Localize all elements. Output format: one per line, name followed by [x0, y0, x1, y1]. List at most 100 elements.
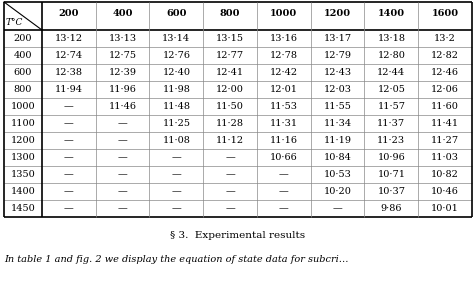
Text: —: — [118, 170, 128, 179]
Text: 12·78: 12·78 [270, 51, 298, 60]
Text: 11·98: 11·98 [163, 85, 191, 94]
Text: 13·13: 13·13 [109, 34, 137, 43]
Text: —: — [333, 204, 343, 213]
Text: 12·03: 12·03 [324, 85, 352, 94]
Text: —: — [172, 170, 181, 179]
Text: 12·06: 12·06 [431, 85, 459, 94]
Text: 1400: 1400 [10, 187, 36, 196]
Text: 12·44: 12·44 [377, 68, 405, 77]
Text: 11·96: 11·96 [109, 85, 137, 94]
Text: 13·17: 13·17 [324, 34, 352, 43]
Text: 12·82: 12·82 [431, 51, 459, 60]
Text: 11·50: 11·50 [216, 102, 244, 111]
Text: 11·27: 11·27 [431, 136, 459, 145]
Text: 12·80: 12·80 [377, 51, 405, 60]
Text: 10·20: 10·20 [324, 187, 352, 196]
Text: 1450: 1450 [10, 204, 36, 213]
Text: 1400: 1400 [378, 10, 405, 19]
Text: —: — [172, 204, 181, 213]
Text: 12·39: 12·39 [109, 68, 137, 77]
Text: 1600: 1600 [431, 10, 459, 19]
Text: —: — [64, 187, 74, 196]
Text: 10·46: 10·46 [431, 187, 459, 196]
Text: —: — [279, 170, 289, 179]
Text: 11·46: 11·46 [109, 102, 137, 111]
Text: 13·2: 13·2 [434, 34, 456, 43]
Text: —: — [64, 170, 74, 179]
Text: —: — [118, 136, 128, 145]
Text: —: — [225, 170, 235, 179]
Text: 10·66: 10·66 [270, 153, 298, 162]
Text: —: — [118, 153, 128, 162]
Text: 1000: 1000 [270, 10, 298, 19]
Text: 400: 400 [14, 51, 32, 60]
Text: —: — [64, 153, 74, 162]
Text: 11·55: 11·55 [324, 102, 352, 111]
Text: 11·94: 11·94 [55, 85, 83, 94]
Text: 11·60: 11·60 [431, 102, 459, 111]
Text: 10·71: 10·71 [377, 170, 405, 179]
Text: 11·57: 11·57 [377, 102, 405, 111]
Text: 11·08: 11·08 [163, 136, 191, 145]
Text: —: — [225, 204, 235, 213]
Text: 11·19: 11·19 [324, 136, 352, 145]
Text: —: — [225, 153, 235, 162]
Text: —: — [118, 119, 128, 128]
Text: 12·74: 12·74 [55, 51, 83, 60]
Text: 13·15: 13·15 [216, 34, 244, 43]
Text: 10·84: 10·84 [324, 153, 352, 162]
Text: 12·46: 12·46 [431, 68, 459, 77]
Text: 12·79: 12·79 [324, 51, 352, 60]
Text: —: — [118, 204, 128, 213]
Text: 800: 800 [220, 10, 240, 19]
Text: —: — [279, 187, 289, 196]
Text: 10·01: 10·01 [431, 204, 459, 213]
Text: 12·76: 12·76 [163, 51, 191, 60]
Text: 1350: 1350 [10, 170, 36, 179]
Text: 600: 600 [166, 10, 187, 19]
Text: 10·37: 10·37 [377, 187, 405, 196]
Text: 11·48: 11·48 [163, 102, 191, 111]
Text: 12·75: 12·75 [109, 51, 137, 60]
Text: 800: 800 [14, 85, 32, 94]
Text: —: — [64, 204, 74, 213]
Text: 11·37: 11·37 [377, 119, 405, 128]
Text: —: — [118, 187, 128, 196]
Text: 11·03: 11·03 [431, 153, 459, 162]
Text: 11·31: 11·31 [270, 119, 298, 128]
Text: 12·05: 12·05 [377, 85, 405, 94]
Text: 1000: 1000 [11, 102, 35, 111]
Text: 13·12: 13·12 [55, 34, 83, 43]
Text: 13·14: 13·14 [162, 34, 191, 43]
Text: —: — [225, 187, 235, 196]
Text: 12·01: 12·01 [270, 85, 298, 94]
Text: § 3.  Experimental results: § 3. Experimental results [171, 230, 306, 239]
Text: 11·53: 11·53 [270, 102, 298, 111]
Text: 12·00: 12·00 [216, 85, 244, 94]
Text: —: — [279, 204, 289, 213]
Text: 10·82: 10·82 [431, 170, 459, 179]
Text: 11·34: 11·34 [324, 119, 352, 128]
Text: T°C: T°C [6, 18, 23, 27]
Text: 11·12: 11·12 [216, 136, 244, 145]
Text: In table 1 and fig. 2 we display the equation of state data for subcri…: In table 1 and fig. 2 we display the equ… [4, 255, 348, 264]
Text: 12·40: 12·40 [163, 68, 191, 77]
Text: —: — [172, 187, 181, 196]
Text: —: — [64, 102, 74, 111]
Text: 11·23: 11·23 [377, 136, 405, 145]
Text: 200: 200 [59, 10, 79, 19]
Text: —: — [64, 136, 74, 145]
Text: 1200: 1200 [10, 136, 36, 145]
Text: 9·86: 9·86 [381, 204, 402, 213]
Text: 13·18: 13·18 [377, 34, 405, 43]
Text: 12·43: 12·43 [324, 68, 352, 77]
Text: 10·96: 10·96 [377, 153, 405, 162]
Text: 12·42: 12·42 [270, 68, 298, 77]
Text: 12·77: 12·77 [216, 51, 244, 60]
Text: 11·41: 11·41 [431, 119, 459, 128]
Text: 12·41: 12·41 [216, 68, 244, 77]
Text: 1100: 1100 [10, 119, 36, 128]
Text: 600: 600 [14, 68, 32, 77]
Text: 11·28: 11·28 [216, 119, 244, 128]
Text: 1300: 1300 [10, 153, 36, 162]
